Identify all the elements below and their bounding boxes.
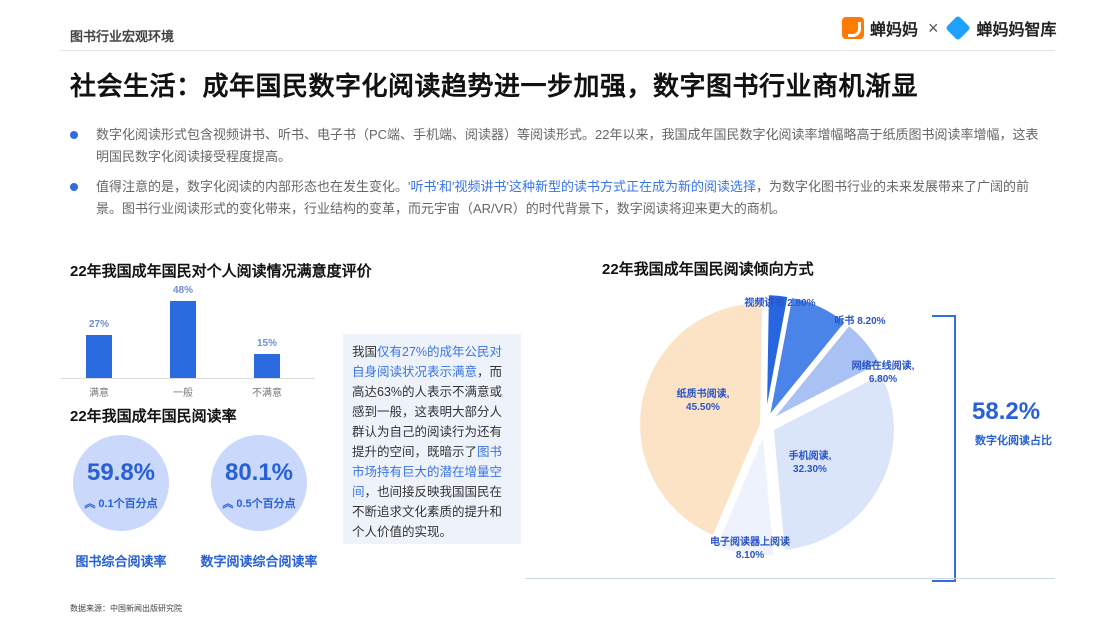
header-divider — [60, 50, 1055, 51]
reading-rate-title: 22年我国成年国民阅读率 — [70, 408, 237, 425]
bar-2 — [254, 354, 280, 378]
pie-slice-1 — [764, 293, 790, 417]
pie-slice-label: 手机阅读, 32.30% — [788, 451, 832, 475]
bar-0 — [86, 334, 112, 378]
bottom-divider — [525, 578, 1055, 579]
increase-arrow-icon: ︽ — [222, 498, 234, 510]
satisfaction-chart-title: 22年我国成年国民对个人阅读情况满意度评价 — [70, 263, 372, 280]
pie-slice-0 — [638, 301, 765, 538]
digital-share-label: 数字化阅读占比 — [975, 435, 1052, 447]
bullet-2-post: ，为数字化图书行业的未来发展带来了广阔的前景。图书行业阅读形式的变化带来，行业结… — [96, 179, 1029, 216]
digital-share-value: 58.2% — [972, 398, 1041, 425]
digital-rate-change: ︽ 0.5个百分点 — [222, 498, 296, 510]
bullet-2: 值得注意的是，数字化阅读的内部形态也在发生变化。'听书'和'视频讲书'这种新型的… — [70, 176, 1050, 220]
pie-slice-2 — [767, 295, 848, 418]
brand-logos: 蝉妈妈 × 蝉妈妈智库 — [842, 15, 1057, 41]
bar-axis — [60, 378, 315, 379]
book-rate-circle: 59.8% ︽ 0.1个百分点 — [73, 435, 169, 531]
bar-value-label: 27% — [88, 318, 109, 330]
bar-value-label: 15% — [256, 338, 277, 349]
increase-arrow-icon: ︽ — [84, 498, 96, 510]
brand-x: × — [928, 17, 939, 38]
pie-slice-4 — [771, 372, 896, 552]
pie-slice-5 — [714, 433, 776, 557]
book-rate-label: 图书综合阅读率 — [75, 554, 167, 569]
bullet-2-pre: 值得注意的是，数字化阅读的内部形态也在发生变化。 — [96, 179, 409, 194]
bullet-1: 数字化阅读形式包含视频讲书、听书、电子书（PC端、手机端、阅读器）等阅读形式。2… — [70, 124, 1050, 168]
bar-1 — [170, 301, 196, 378]
pie-slice-label: 视频讲书 2.80% — [744, 298, 816, 309]
bar-category-label: 满意 — [89, 388, 109, 399]
brand-right-name: 蝉妈妈智库 — [976, 22, 1057, 39]
bar-value-label: 48% — [172, 285, 193, 297]
digital-rate-value: 80.1% — [224, 459, 294, 486]
bullet-dot-icon — [70, 131, 78, 139]
section-tag: 图书行业宏观环境 — [70, 29, 175, 44]
digital-rate-circle: 80.1% ︽ 0.5个百分点 — [211, 435, 307, 531]
chanmama-think-tank-logo-icon — [944, 15, 971, 41]
digital-rate-label: 数字阅读综合阅读率 — [200, 554, 318, 569]
bullet-dot-icon — [70, 183, 78, 191]
insight-note-box: 我国仅有27%的成年公民对自身阅读状况表示满意，而高达63%的人表示不满意或感到… — [343, 334, 521, 544]
pie-slice-label: 听书 8.20% — [834, 316, 886, 327]
brand-left-name: 蝉妈妈 — [870, 22, 919, 39]
bar-category-label: 不满意 — [252, 388, 282, 399]
digital-share-bracket — [932, 315, 956, 582]
pie-slice-label: 纸质书阅读, 45.50% — [676, 389, 730, 413]
reading-mode-pie-chart — [638, 293, 896, 557]
satisfaction-bar-chart: 27% 满意 48% 一般 15% 不满意 — [60, 280, 330, 402]
book-rate-change: ︽ 0.1个百分点 — [84, 498, 158, 510]
bar-category-label: 一般 — [173, 388, 193, 399]
pie-slice-label: 电子阅读器上阅读 8.10% — [710, 537, 790, 561]
pie-slice-3 — [771, 323, 882, 421]
data-source: 数据来源：中国新闻出版研究院 — [70, 604, 182, 613]
pie-slice-label: 网络在线阅读, 6.80% — [851, 361, 915, 385]
bullet-2-text: 值得注意的是，数字化阅读的内部形态也在发生变化。'听书'和'视频讲书'这种新型的… — [96, 176, 1050, 220]
insight-note-text: 我国仅有27%的成年公民对自身阅读状况表示满意，而高达63%的人表示不满意或感到… — [352, 345, 503, 539]
bullet-1-text: 数字化阅读形式包含视频讲书、听书、电子书（PC端、手机端、阅读器）等阅读形式。2… — [96, 127, 1039, 164]
page-title: 社会生活：成年国民数字化阅读趋势进一步加强，数字图书行业商机渐显 — [70, 71, 919, 101]
pie-chart-title: 22年我国成年国民阅读倾向方式 — [602, 261, 814, 278]
chanmama-logo-icon — [842, 17, 864, 39]
book-rate-value: 59.8% — [86, 459, 156, 486]
bullet-2-highlight: '听书'和'视频讲书'这种新型的读书方式正在成为新的阅读选择 — [408, 179, 756, 194]
